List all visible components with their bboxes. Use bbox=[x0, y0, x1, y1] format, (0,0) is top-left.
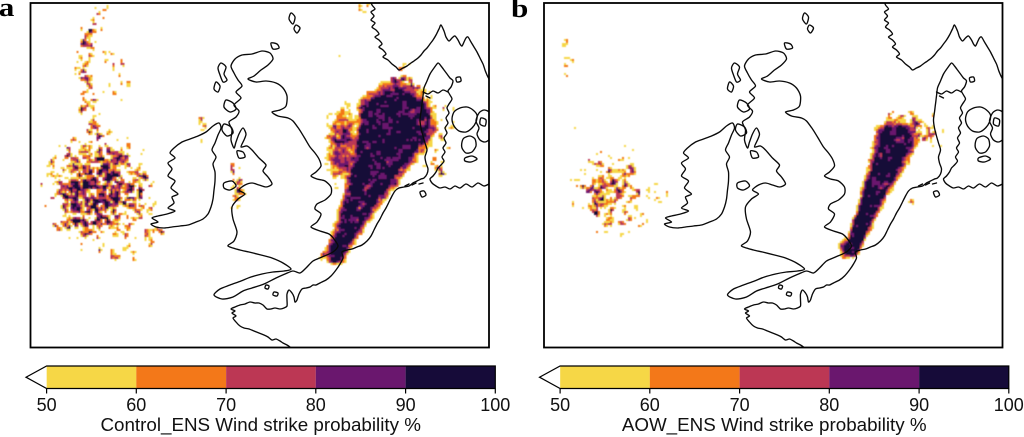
svg-text:80: 80 bbox=[819, 395, 839, 415]
svg-text:70: 70 bbox=[730, 395, 750, 415]
svg-text:AOW_ENS Wind strike probabilit: AOW_ENS Wind strike probability % bbox=[622, 414, 927, 436]
svg-text:90: 90 bbox=[909, 395, 929, 415]
svg-text:Control_ENS Wind strike probab: Control_ENS Wind strike probability % bbox=[100, 414, 421, 436]
svg-text:a: a bbox=[0, 0, 14, 22]
svg-text:50: 50 bbox=[37, 395, 57, 415]
svg-text:70: 70 bbox=[216, 395, 236, 415]
svg-text:b: b bbox=[511, 0, 528, 23]
svg-text:60: 60 bbox=[126, 395, 146, 415]
svg-text:90: 90 bbox=[396, 395, 416, 415]
svg-text:100: 100 bbox=[994, 395, 1024, 415]
svg-text:50: 50 bbox=[550, 395, 570, 415]
svg-text:80: 80 bbox=[306, 395, 326, 415]
svg-text:60: 60 bbox=[640, 395, 660, 415]
svg-text:100: 100 bbox=[480, 395, 510, 415]
